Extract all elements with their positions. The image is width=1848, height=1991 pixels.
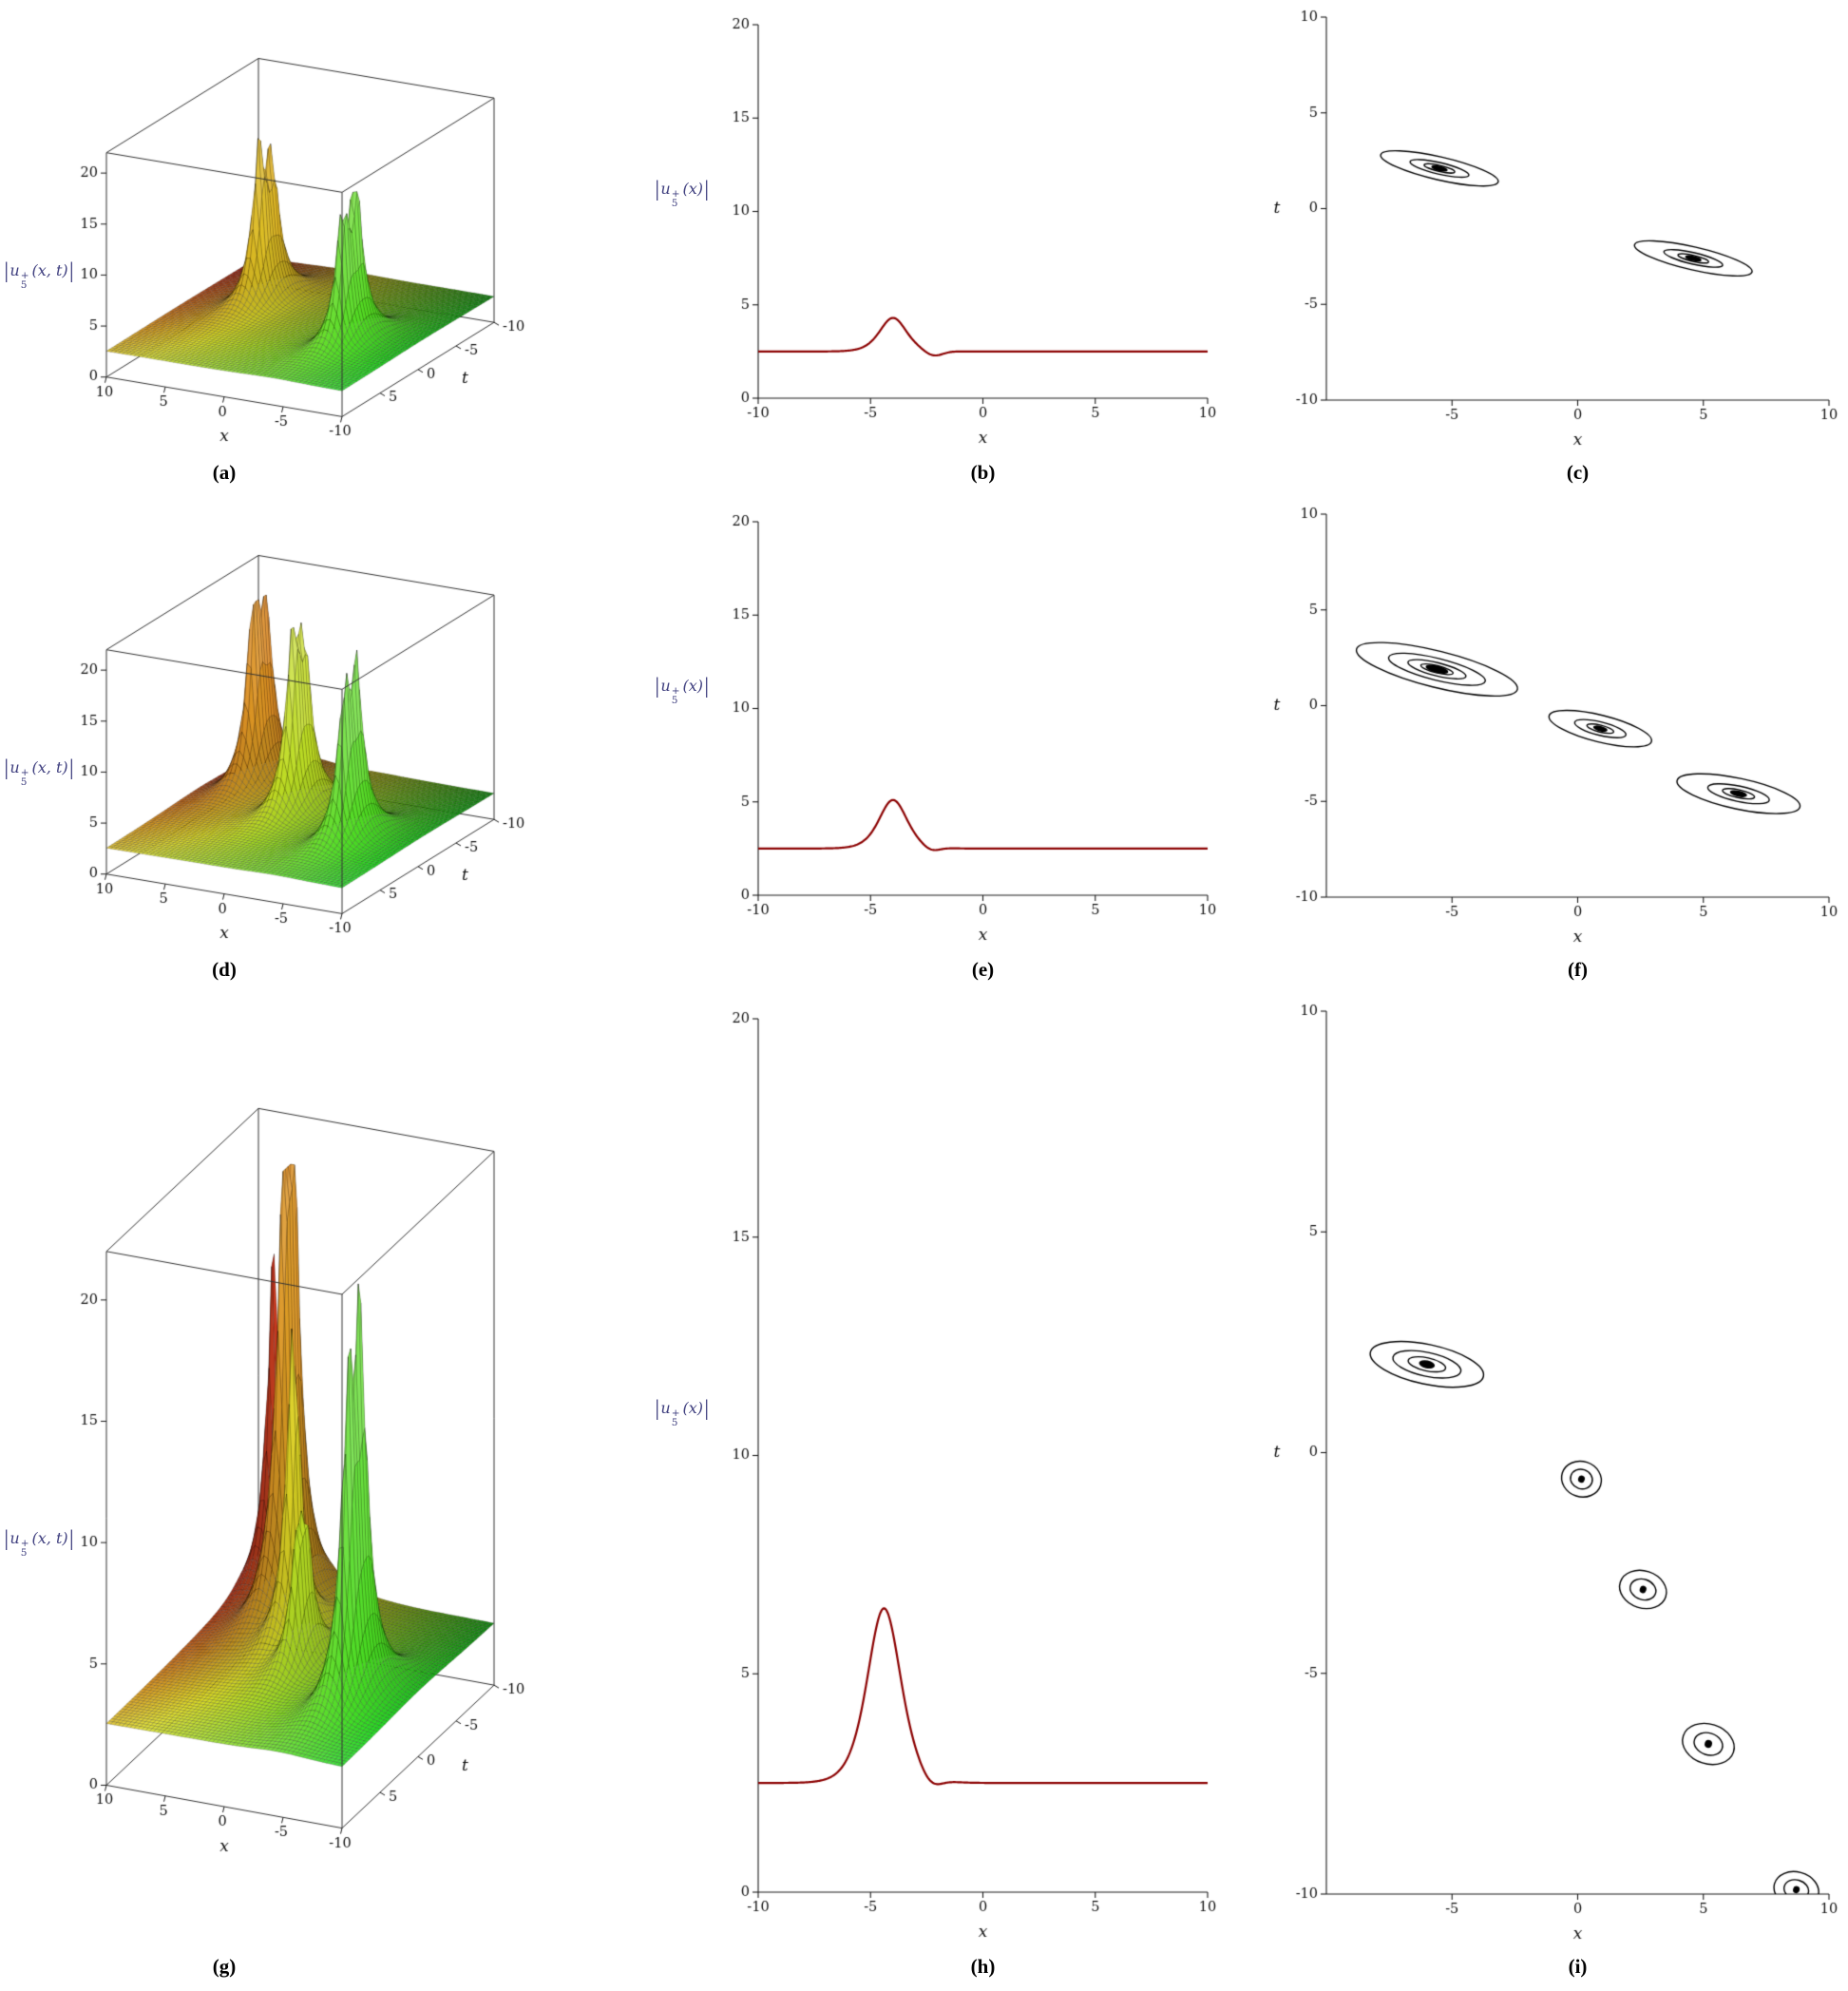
panel-letter-a: (a) (212, 461, 237, 484)
line-canvas-b (616, 0, 1231, 461)
panel-h: |u +5 (x)| (h) (616, 994, 1231, 1991)
line-plot-e: |u +5 (x)| (616, 497, 1231, 958)
line-canvas-e (616, 497, 1231, 958)
panel-letter-e: (e) (971, 958, 995, 981)
panel-d: |u +5 (x, t)| (d) (0, 497, 616, 994)
panel-letter-c: (c) (1566, 461, 1590, 484)
panel-c: (c) (1231, 0, 1848, 497)
panel-e: |u +5 (x)| (e) (616, 497, 1231, 994)
contour-canvas-i (1231, 994, 1848, 1955)
panel-letter-i: (i) (1568, 1955, 1588, 1978)
panel-b: |u +5 (x)| (b) (616, 0, 1231, 497)
contour-plot-c (1231, 0, 1848, 461)
contour-plot-i (1231, 994, 1848, 1955)
surface-plot-a: |u +5 (x, t)| (0, 0, 616, 461)
panel-letter-g: (g) (212, 1955, 237, 1978)
panel-letter-d: (d) (212, 958, 237, 981)
panel-i: (i) (1231, 994, 1848, 1991)
contour-canvas-f (1231, 497, 1848, 958)
panel-letter-b: (b) (970, 461, 996, 484)
panel-g: |u +5 (x, t)| (g) (0, 994, 616, 1991)
contour-plot-f (1231, 497, 1848, 958)
panel-letter-f: (f) (1568, 958, 1588, 981)
contour-canvas-c (1231, 0, 1848, 461)
surface-canvas-d (0, 497, 616, 958)
surface-plot-d: |u +5 (x, t)| (0, 497, 616, 958)
panel-f: (f) (1231, 497, 1848, 994)
surface-plot-g: |u +5 (x, t)| (0, 994, 616, 1955)
panel-letter-h: (h) (970, 1955, 996, 1978)
line-plot-h: |u +5 (x)| (616, 994, 1231, 1955)
line-plot-b: |u +5 (x)| (616, 0, 1231, 461)
line-canvas-h (616, 994, 1231, 1955)
surface-canvas-g (0, 994, 616, 1955)
surface-canvas-a (0, 0, 616, 461)
panel-a: |u +5 (x, t)| (a) (0, 0, 616, 497)
